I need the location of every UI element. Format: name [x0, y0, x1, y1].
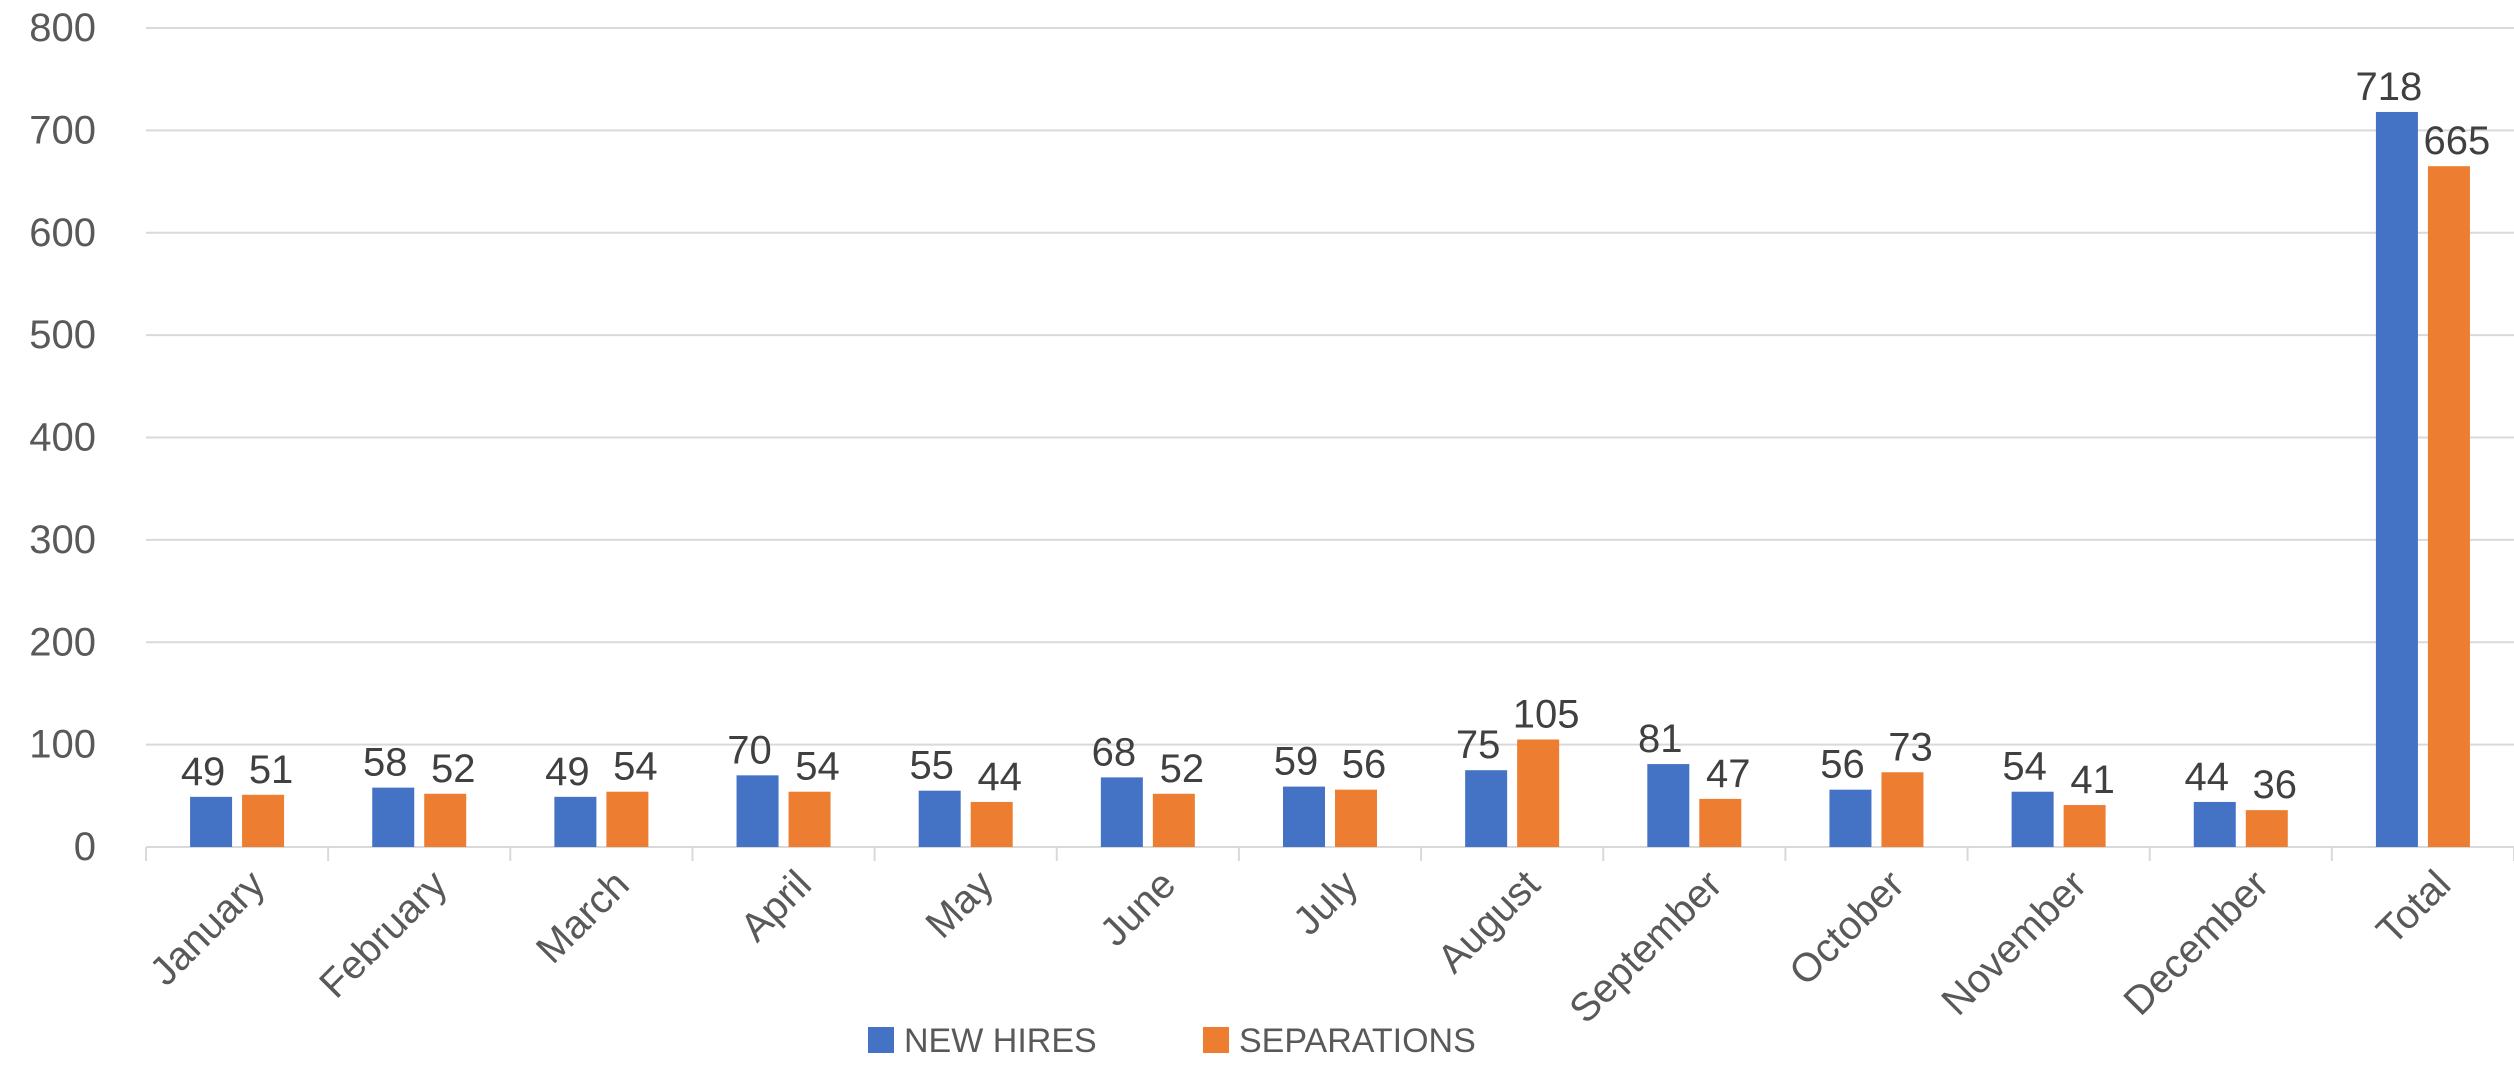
data-label: 75 — [1456, 723, 1501, 767]
data-label: 68 — [1092, 730, 1137, 774]
x-tick-label: June — [1092, 862, 1184, 954]
y-tick-label: 800 — [29, 6, 96, 50]
data-label: 36 — [2253, 763, 2298, 807]
legend-label: SEPARATIONS — [1239, 1022, 1476, 1060]
bar — [736, 775, 779, 847]
data-label: 51 — [249, 748, 294, 792]
bar — [1829, 789, 1872, 847]
data-label: 44 — [977, 755, 1022, 799]
bar — [606, 791, 649, 847]
bar — [1335, 789, 1377, 847]
bar — [1647, 764, 1690, 847]
y-tick-label: 200 — [29, 620, 96, 664]
data-label: 49 — [181, 750, 226, 794]
bar — [554, 796, 597, 847]
data-label: 81 — [1638, 717, 1683, 761]
data-label: 56 — [1820, 743, 1865, 787]
data-label: 59 — [1274, 740, 1319, 784]
y-tick-label: 700 — [29, 108, 96, 152]
data-label: 58 — [363, 741, 408, 785]
legend: NEW HIRES SEPARATIONS — [868, 1022, 1476, 1060]
bar — [424, 793, 467, 847]
data-label: 56 — [1342, 743, 1387, 787]
x-axis-ticks: January February March April May June July Augu… — [142, 862, 2460, 1031]
bar — [970, 801, 1013, 847]
data-label: 54 — [613, 745, 658, 789]
data-label: 44 — [2185, 755, 2230, 799]
x-tick-label: December — [2116, 862, 2278, 1024]
bar — [1283, 786, 1325, 847]
legend-label: NEW HIRES — [904, 1022, 1097, 1060]
bars — [190, 111, 2470, 848]
bar — [2245, 810, 2288, 847]
bar — [918, 790, 961, 847]
x-tick-label: May — [918, 862, 1003, 947]
x-tick-label: January — [142, 862, 274, 994]
bar — [2063, 805, 2106, 847]
bar — [242, 794, 285, 847]
y-tick-label: 400 — [29, 416, 96, 460]
bar — [190, 796, 233, 847]
x-tick-label: October — [1781, 862, 1913, 994]
data-label: 665 — [2424, 119, 2491, 163]
bar — [2427, 166, 2470, 848]
y-tick-label: 300 — [29, 518, 96, 562]
data-label: 52 — [1160, 747, 1205, 791]
x-tick-label: November — [1933, 862, 2095, 1024]
x-tick-label: Total — [2368, 862, 2459, 953]
data-label: 55 — [909, 744, 954, 788]
data-labels: 49 51 58 52 49 54 70 54 55 44 68 52 59 56 75 105 81 47 56 7… — [181, 65, 2490, 807]
bar — [372, 787, 415, 847]
data-label: 41 — [2070, 758, 2115, 802]
x-tick-label: April — [732, 862, 820, 950]
y-tick-label: 600 — [29, 211, 96, 255]
bar — [2193, 801, 2236, 847]
bar — [1517, 739, 1560, 847]
bar — [788, 791, 831, 847]
data-label: 70 — [727, 728, 772, 772]
bar — [2011, 791, 2054, 847]
bar — [1699, 798, 1742, 847]
bar — [2375, 111, 2418, 847]
bar — [1881, 772, 1924, 847]
x-tick-label: August — [1429, 862, 1548, 981]
data-label: 73 — [1888, 725, 1933, 769]
data-label: 49 — [545, 750, 590, 794]
bar — [1465, 770, 1508, 847]
bar — [1100, 777, 1143, 847]
data-label: 54 — [2002, 745, 2047, 789]
legend-swatch — [868, 1027, 894, 1053]
data-label: 54 — [795, 745, 840, 789]
data-label: 718 — [2356, 65, 2423, 109]
y-tick-label: 100 — [29, 723, 96, 767]
x-tick-label: July — [1285, 862, 1366, 943]
y-tick-label: 500 — [29, 313, 96, 357]
x-tick-label: September — [1561, 862, 1730, 1031]
data-label: 52 — [431, 747, 476, 791]
gridlines — [145, 27, 2514, 861]
data-label: 47 — [1706, 752, 1751, 796]
x-tick-label: March — [528, 862, 638, 972]
data-label: 105 — [1513, 693, 1580, 737]
bar — [1152, 793, 1195, 847]
legend-swatch — [1203, 1027, 1229, 1053]
y-tick-label: 0 — [74, 825, 96, 869]
x-tick-label: February — [311, 862, 455, 1006]
y-axis-ticks: 0 100 200 300 400 500 600 700 800 — [29, 6, 96, 869]
